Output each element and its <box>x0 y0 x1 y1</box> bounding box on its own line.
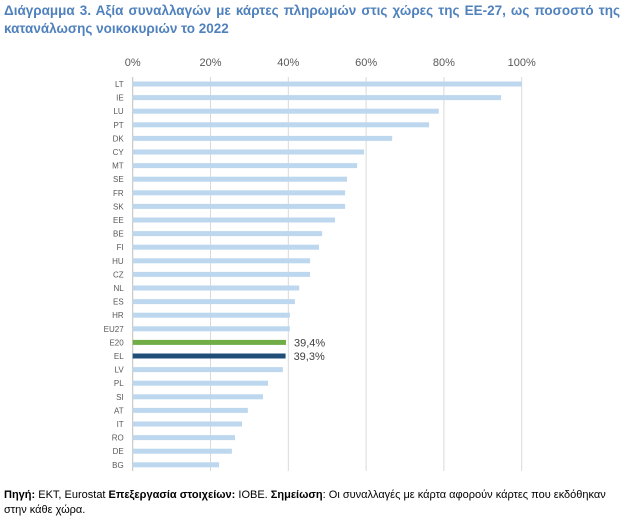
data-label-e20: 39,4% <box>294 337 325 349</box>
category-label: EU27 <box>104 325 125 334</box>
bar-be <box>132 231 323 237</box>
x-tick-label: 100% <box>508 57 536 69</box>
bar-de <box>132 448 232 454</box>
processing-text: ΙΟΒΕ. <box>235 489 268 501</box>
bar-pl <box>132 380 269 386</box>
bar-hr <box>132 312 290 318</box>
data-label-el: 39,3% <box>294 351 325 363</box>
bar-e20 <box>132 339 286 345</box>
note-text: : Οι συναλλαγές με κάρτα αφορούν κάρτες … <box>4 489 606 516</box>
bar-bg <box>132 462 220 468</box>
category-label: BE <box>113 230 124 239</box>
bar-cz <box>132 271 311 277</box>
category-label: SE <box>113 175 124 184</box>
category-label: RO <box>112 434 124 443</box>
category-label: SK <box>113 202 124 211</box>
source-text: ΕΚΤ, Eurostat <box>35 489 106 501</box>
category-label: ES <box>113 298 124 307</box>
category-label: EE <box>113 216 124 225</box>
bar-lt <box>132 81 522 87</box>
category-label: LT <box>115 80 124 89</box>
bar-it <box>132 421 243 427</box>
bar-chart: 0% 20% 40% 60% 80% 100% LT IE LU PT DK CY MT SE FR SK EE… <box>104 57 536 471</box>
category-label: EL <box>114 352 124 361</box>
x-tick-label: 20% <box>199 57 221 69</box>
x-tick-label: 60% <box>355 57 377 69</box>
category-label: HR <box>112 311 124 320</box>
bar-hu <box>132 258 311 264</box>
category-label: E20 <box>109 338 124 347</box>
bar-ro <box>132 435 236 441</box>
category-label: MT <box>112 162 124 171</box>
category-label: CY <box>113 148 125 157</box>
bar-eu27 <box>132 326 290 332</box>
bar-pt <box>132 122 430 128</box>
bar-el <box>132 353 286 359</box>
category-label: IT <box>117 420 124 429</box>
bar-ee <box>132 217 335 223</box>
category-label: FR <box>113 189 124 198</box>
bar-dk <box>132 135 393 141</box>
x-tick-label: 40% <box>277 57 299 69</box>
category-label: LV <box>114 366 124 375</box>
bar-si <box>132 394 264 400</box>
x-tick-label: 0% <box>125 57 141 69</box>
category-label: PL <box>114 379 124 388</box>
bar-fi <box>132 244 320 250</box>
category-label: DK <box>113 134 125 143</box>
bar-mt <box>132 163 358 169</box>
processing-label: Επεξεργασία στοιχείων: <box>105 489 236 501</box>
bar-fr <box>132 190 346 196</box>
bar-es <box>132 299 295 305</box>
bar-se <box>132 176 348 182</box>
category-label: PT <box>113 121 123 130</box>
category-label: NL <box>113 284 124 293</box>
bar-at <box>132 407 248 413</box>
category-label: AT <box>114 406 124 415</box>
category-label: HU <box>112 257 124 266</box>
category-label: CZ <box>113 270 124 279</box>
bar-ie <box>132 95 502 101</box>
category-label: BG <box>112 461 124 470</box>
bar-cy <box>132 149 365 155</box>
bar-lv <box>132 367 283 373</box>
chart-footer: Πηγή: ΕΚΤ, Eurostat Επεξεργασία στοιχείω… <box>4 488 620 518</box>
x-tick-label: 80% <box>433 57 455 69</box>
category-label: DE <box>113 447 124 456</box>
chart-title: Διάγραμμα 3. Αξία συναλλαγών με κάρτες π… <box>4 3 620 36</box>
category-label: IE <box>116 94 124 103</box>
bar-nl <box>132 285 300 291</box>
category-label: LU <box>113 107 123 116</box>
bar-sk <box>132 203 346 209</box>
note-label: Σημείωση <box>267 489 323 501</box>
category-label: SI <box>116 393 124 402</box>
bar-lu <box>132 108 439 114</box>
source-label: Πηγή: <box>4 489 36 501</box>
category-label: FI <box>117 243 124 252</box>
